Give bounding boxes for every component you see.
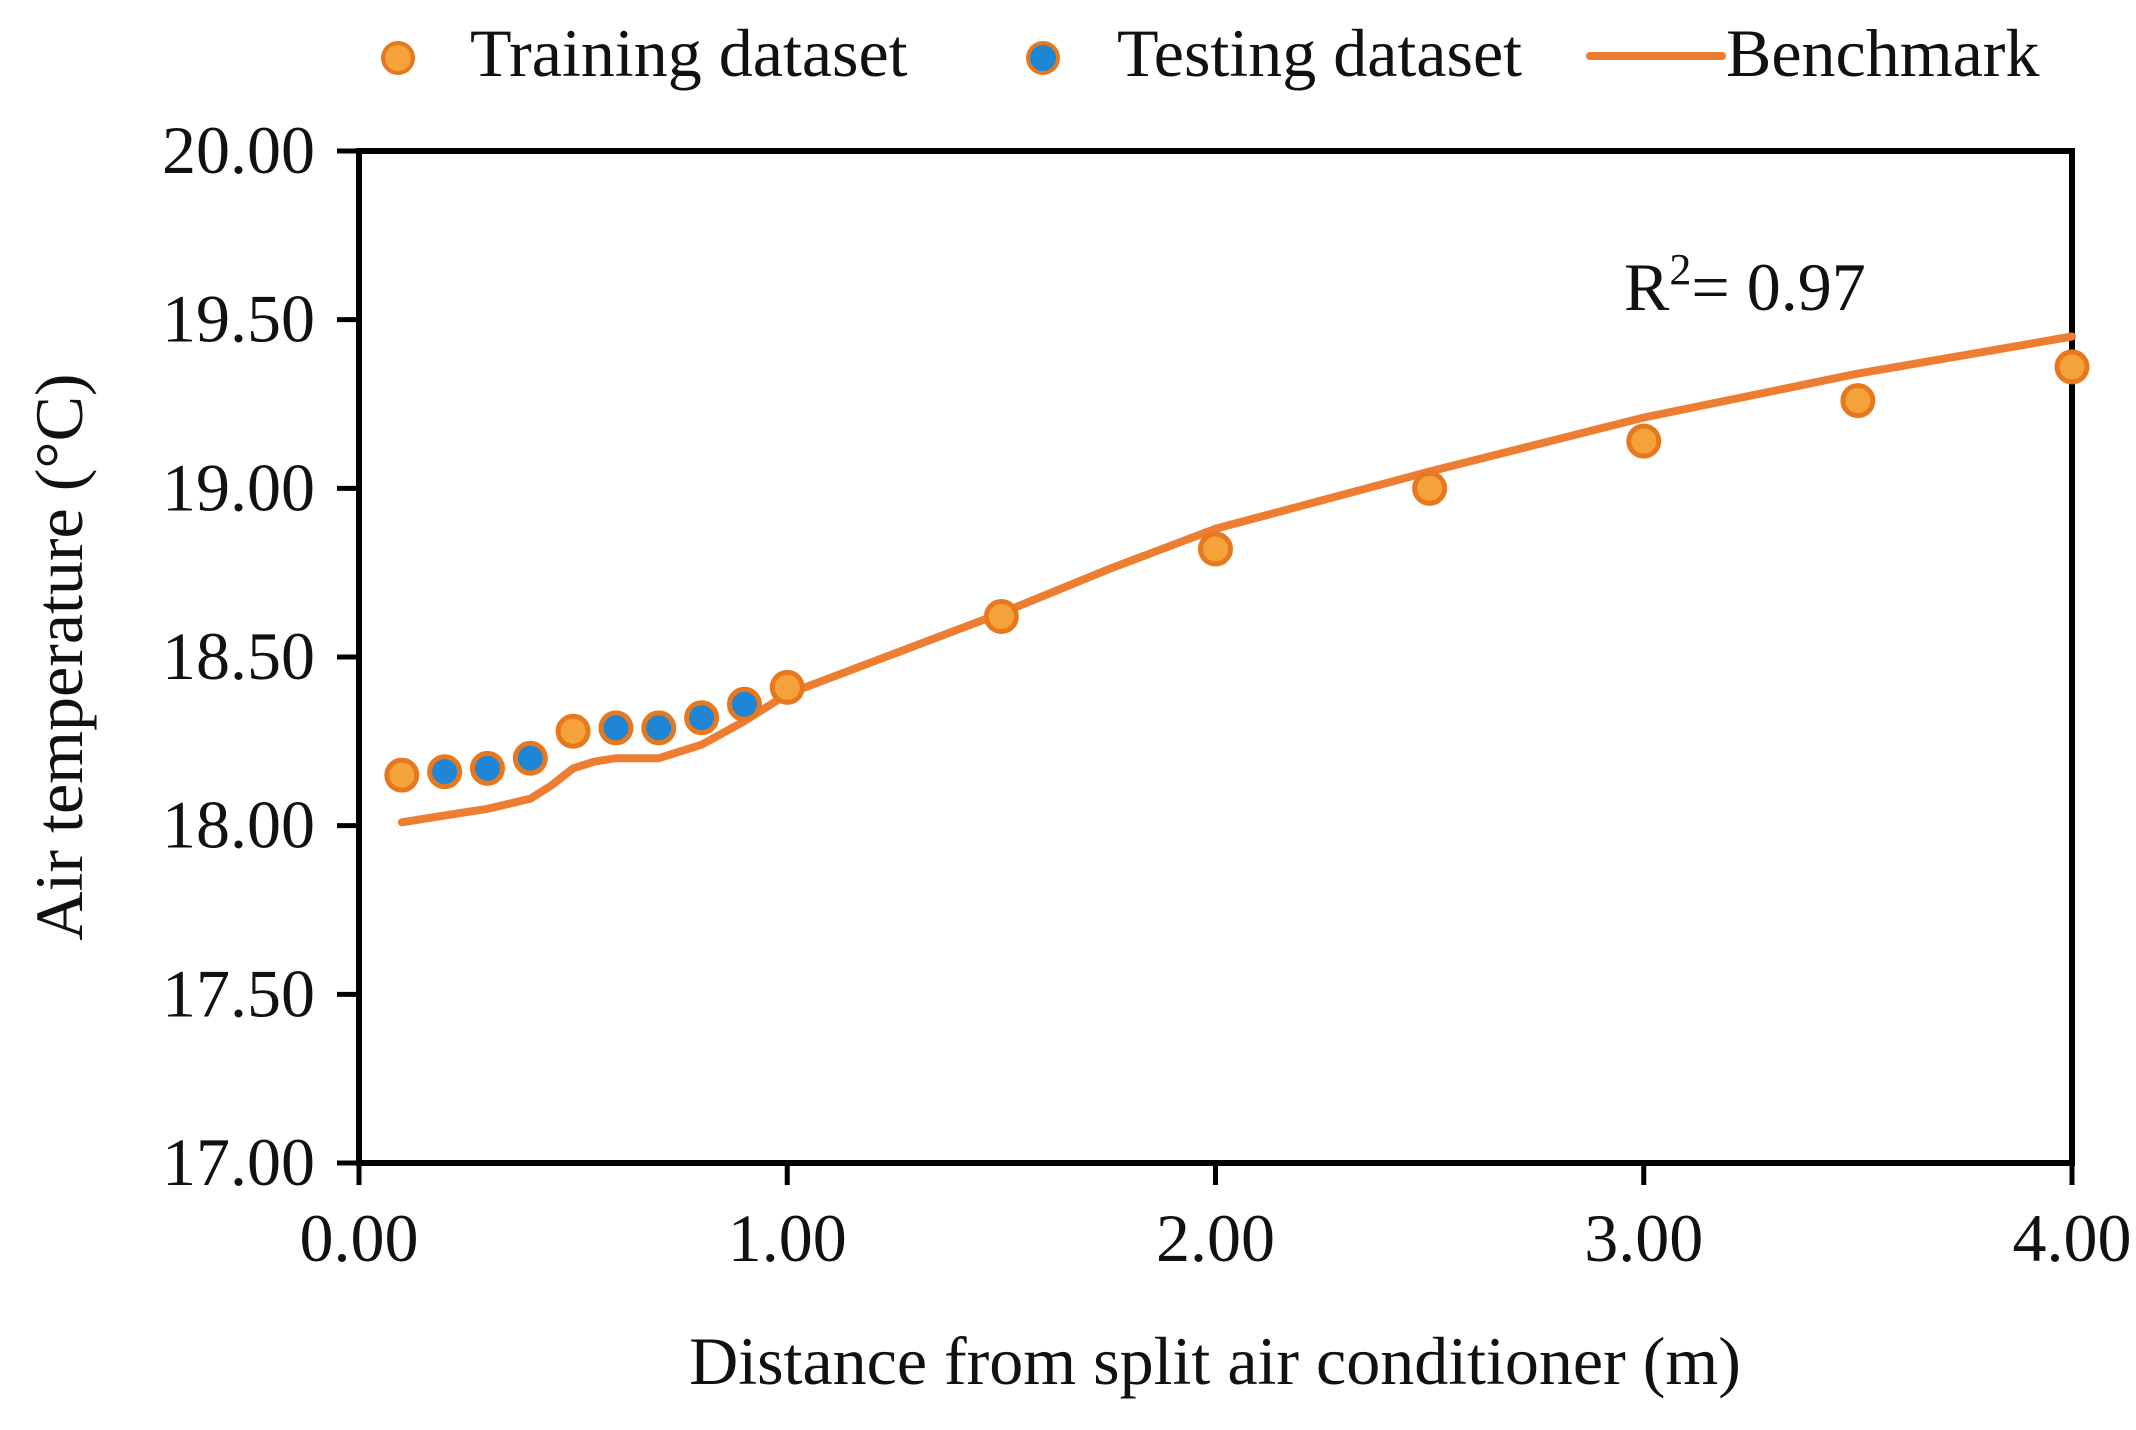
y-tick-labels: 17.00 17.50 18.00 18.50 19.00 19.50 20.00 [162,112,315,1200]
benchmark-line [397,332,2076,827]
y-axis-label: Air temperature (°C) [21,373,97,940]
plot-frame [356,148,2075,1166]
testing-point [427,754,463,790]
r-squared-rest: = 0.97 [1691,249,1865,325]
legend-label-testing: Testing dataset [1117,15,1522,91]
legend-marker-training [381,41,415,75]
y-tick-label: 18.50 [162,618,315,694]
r-squared-sup: 2 [1669,245,1691,294]
legend-marker-testing [1026,41,1060,75]
x-tick-label: 0.00 [300,1200,419,1276]
x-tick-labels: 0.00 1.00 2.00 3.00 4.00 [300,1200,2132,1276]
y-tick-label: 18.00 [162,787,315,863]
testing-point [598,710,634,746]
x-tick-marks [356,1163,2075,1185]
x-tick-label: 3.00 [1584,1200,1703,1276]
r-squared-base: R [1624,249,1670,325]
training-point [769,669,805,705]
training-point [555,713,591,749]
y-tick-marks [337,148,359,1166]
x-axis-label: Distance from split air conditioner (m) [689,1323,1741,1399]
y-tick-label: 19.50 [162,281,315,357]
testing-point [641,710,677,746]
y-tick-label: 17.00 [162,1124,315,1200]
series-layer [384,332,2090,827]
training-point [1840,383,1876,419]
r-squared-annotation: R2= 0.97 [1624,245,1866,325]
training-point [2054,349,2090,385]
y-tick-label: 17.50 [162,955,315,1031]
testing-point [469,750,505,786]
training-point [1412,470,1448,506]
training-point [983,599,1019,635]
legend: Training dataset Testing dataset Benchma… [381,15,2039,91]
training-point [1626,423,1662,459]
x-tick-label: 4.00 [2013,1200,2132,1276]
training-point [384,757,420,793]
x-tick-label: 2.00 [1156,1200,1275,1276]
legend-label-training: Training dataset [470,15,908,91]
testing-point [512,740,548,776]
y-tick-label: 20.00 [162,112,315,188]
legend-label-benchmark: Benchmark [1726,15,2039,91]
testing-point [684,700,720,736]
x-tick-label: 1.00 [728,1200,847,1276]
testing-point [726,686,762,722]
y-tick-label: 19.00 [162,449,315,525]
training-point [1198,531,1233,567]
